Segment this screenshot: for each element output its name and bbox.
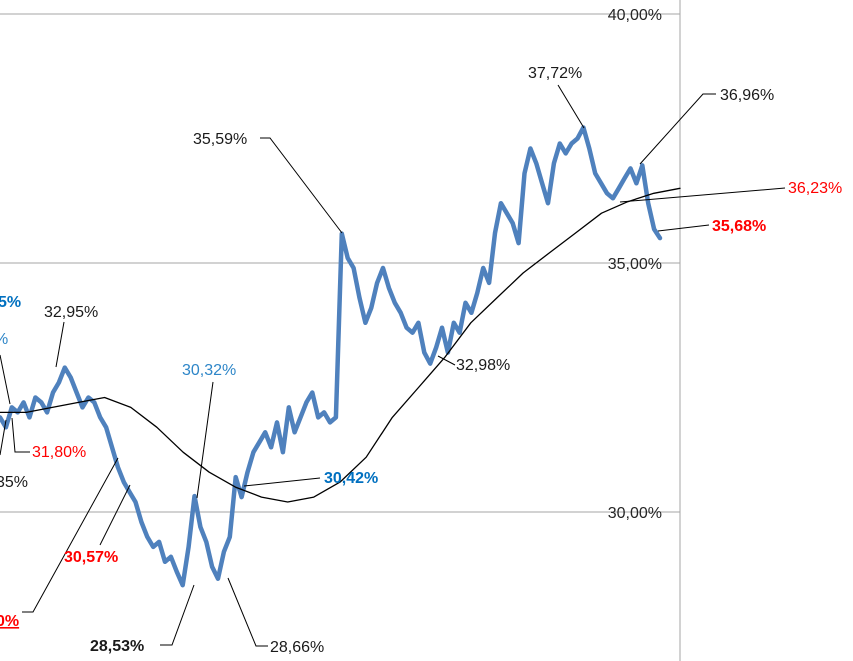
edge-annotation-label: 35% xyxy=(0,474,28,491)
annotation-label: 36,23% xyxy=(788,180,842,197)
edge-annotation-label: % xyxy=(0,331,8,348)
annotation-label: 31,80% xyxy=(32,444,86,461)
annotation-label: 28,66% xyxy=(270,639,324,656)
annotation-leader xyxy=(657,224,710,232)
annotation-label: 32,98% xyxy=(456,357,510,374)
moving-average-line xyxy=(0,187,681,503)
annotation-leader xyxy=(22,457,119,613)
annotation-leader xyxy=(55,321,65,368)
annotation-label: 30,42% xyxy=(324,470,378,487)
edge-annotation-label: 5% xyxy=(0,294,21,311)
annotation-label: 36,96% xyxy=(720,87,774,104)
annotation-leader xyxy=(227,577,268,647)
annotation-leader xyxy=(437,355,456,366)
annotation-label: 35,68% xyxy=(712,218,766,235)
annotation-leader xyxy=(639,93,716,165)
y-tick-label: 40,00% xyxy=(608,7,662,24)
annotation-labels: 32,95% 31,80% 30,57% 30,32% 30,42% 28,53% 28,6… xyxy=(0,65,842,656)
annotation-label: 30,57% xyxy=(64,549,118,566)
annotation-leader xyxy=(11,417,30,453)
annotation-leader xyxy=(99,484,131,546)
annotation-label: 30,32% xyxy=(182,362,236,379)
main-series-line xyxy=(0,125,663,588)
annotation-label: 35,59% xyxy=(193,131,247,148)
annotation-label: 37,72% xyxy=(528,65,582,82)
annotation-leader xyxy=(0,419,7,456)
annotation-leader xyxy=(557,84,585,129)
series-group xyxy=(0,125,681,588)
annotation-label: 32,95% xyxy=(44,304,98,321)
annotation-leaders xyxy=(0,84,786,647)
edge-annotation-label: 0% xyxy=(0,613,19,630)
annotation-leader xyxy=(0,354,11,405)
y-tick-label: 30,00% xyxy=(608,505,662,522)
annotation-leader xyxy=(619,187,786,203)
annotation-leader xyxy=(196,381,214,499)
annotation-leader xyxy=(260,137,343,234)
annotation-leader xyxy=(160,584,195,646)
y-tick-labels: 30,00% 35,00% 40,00% xyxy=(608,7,662,522)
y-tick-label: 35,00% xyxy=(608,256,662,273)
annotation-label: 28,53% xyxy=(90,638,144,655)
annotation-leader xyxy=(243,477,321,487)
